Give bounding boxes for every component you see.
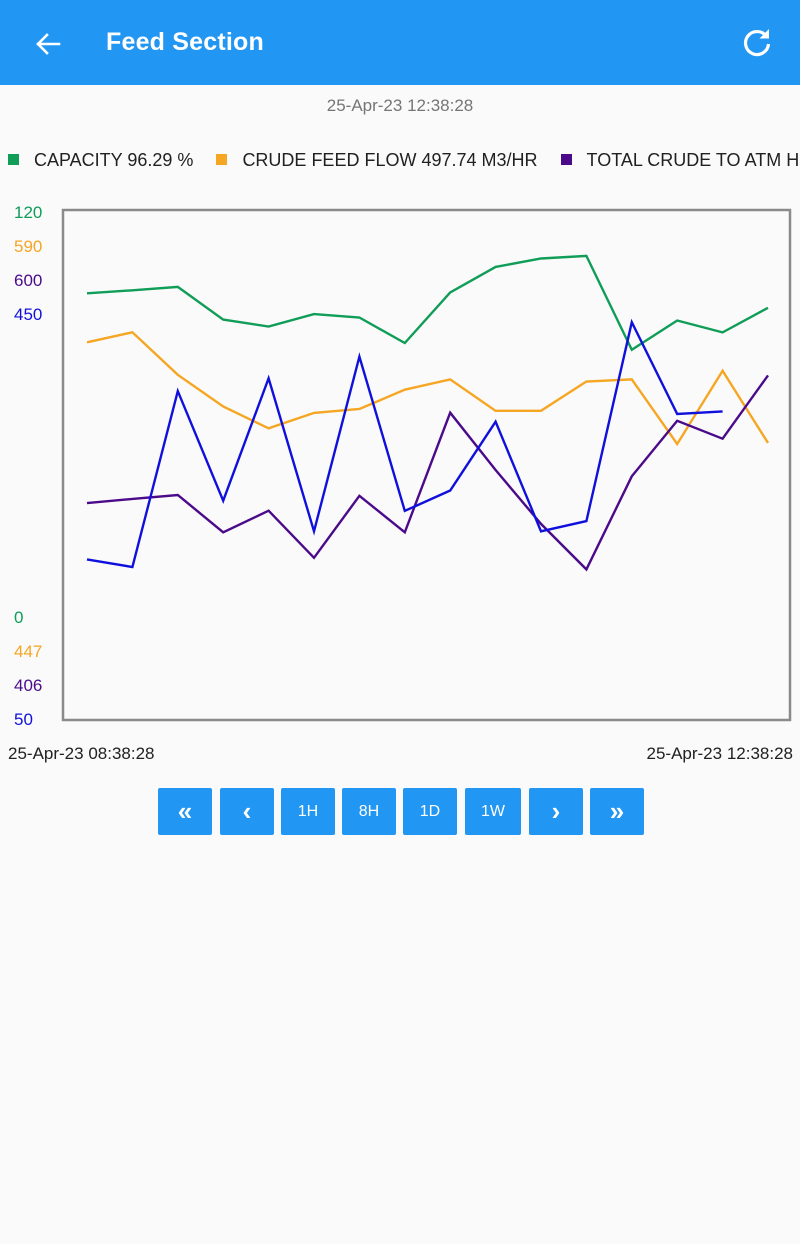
x-axis-start-label: 25-Apr-23 08:38:28: [8, 744, 155, 763]
blue-series-line: [86, 318, 723, 569]
purple-axis-max: 600: [14, 271, 43, 290]
legend-swatch: [8, 154, 19, 165]
last-page-button[interactable]: »: [590, 788, 644, 835]
next-button[interactable]: ›: [529, 788, 583, 835]
range-8h-button[interactable]: 8H: [342, 788, 396, 835]
range-1d-button[interactable]: 1D: [403, 788, 457, 835]
green-axis-max: 120: [14, 203, 43, 222]
blue-axis-max: 450: [14, 305, 43, 324]
purple-axis-min: 406: [14, 676, 43, 695]
legend-label: CAPACITY 96.29 %: [34, 150, 194, 170]
legend-item-crude-feed-flow: CRUDE FEED FLOW 497.74 M3/HR: [216, 150, 538, 171]
legend-item-total-crude: TOTAL CRUDE TO ATM HE: [560, 150, 800, 171]
refresh-button[interactable]: [738, 24, 776, 62]
app-bar: Feed Section: [0, 0, 800, 85]
first-page-button[interactable]: «: [158, 788, 212, 835]
blue-axis-min: 50: [14, 710, 33, 729]
timestamp: 25-Apr-23 12:38:28: [326, 96, 474, 115]
orange-axis-min: 447: [14, 642, 43, 661]
back-button[interactable]: [30, 26, 66, 62]
capacity-line: [86, 254, 769, 352]
range-1w-button[interactable]: 1W: [465, 788, 521, 835]
chart-plot-area: [61, 208, 792, 722]
crude-feed-flow-line: [86, 330, 770, 447]
legend-item-capacity: CAPACITY 96.29 %: [8, 150, 193, 171]
chart-legend: CAPACITY 96.29 % CRUDE FEED FLOW 497.74 …: [8, 150, 800, 174]
legend-label: TOTAL CRUDE TO ATM HE: [586, 150, 800, 170]
arrow-back-icon: [36, 33, 61, 55]
total-crude-line: [86, 374, 769, 572]
refresh-icon: [744, 29, 771, 57]
page-title: Feed Section: [106, 28, 264, 56]
range-1h-button[interactable]: 1H: [281, 788, 335, 835]
green-axis-min: 0: [14, 608, 24, 627]
legend-swatch: [216, 154, 228, 165]
orange-axis-max: 590: [14, 237, 43, 256]
previous-button[interactable]: ‹: [220, 788, 274, 835]
line-chart: [61, 208, 792, 722]
legend-swatch: [560, 154, 572, 165]
x-axis-end-label: 25-Apr-23 12:38:28: [646, 744, 794, 763]
legend-label: CRUDE FEED FLOW 497.74 M3/HR: [242, 150, 538, 170]
